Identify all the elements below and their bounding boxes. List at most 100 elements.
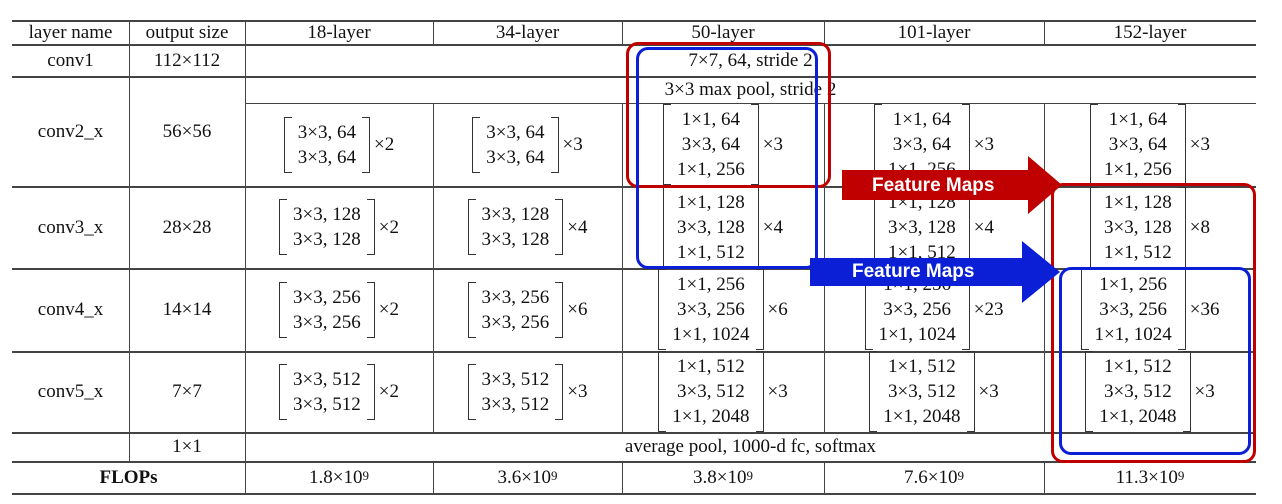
flops-value: 7.6 ×10 9 (824, 461, 1044, 493)
block-line: 1×1, 2048 (1099, 406, 1177, 427)
stage-size-conv2_x: 56×56 (129, 76, 245, 186)
blue-arrow-icon (810, 241, 1060, 303)
block-conv3_x-col2: 1×1, 128 3×3, 128 1×1, 512 ×4 (622, 186, 824, 268)
header-34-layer: 34-layer (433, 20, 622, 44)
block-line: 3×3, 128 (293, 204, 361, 225)
block-spec: 1×1, 512 3×3, 512 1×1, 2048 (666, 354, 755, 429)
stage-name-conv5_x-text: conv5_x (37, 381, 104, 402)
red-arrow-icon (842, 156, 1062, 214)
block-conv5_x-col0: 3×3, 512 3×3, 512 ×2 (245, 351, 433, 432)
col-rule (622, 20, 623, 44)
flops-value: 3.6 ×10 9 (433, 461, 622, 493)
col-rule (245, 20, 246, 493)
header-layer-name: layer name (12, 20, 129, 44)
block-repeat: ×23 (973, 299, 1004, 320)
flops-mantissa: 11.3 (1115, 466, 1149, 488)
block-repeat: ×3 (762, 134, 783, 155)
left-bracket (869, 351, 878, 432)
stage-name-conv4_x-text: conv4_x (37, 299, 104, 320)
block-conv5_x-col4: 1×1, 512 3×3, 512 1×1, 2048 ×3 (1044, 351, 1256, 432)
flops-label-text: FLOPs (99, 466, 158, 488)
block-repeat: ×3 (562, 134, 583, 155)
col-rule (129, 20, 130, 461)
stage-size-conv5_x-text: 7×7 (172, 381, 202, 402)
left-bracket (1085, 351, 1094, 432)
left-bracket (467, 281, 476, 338)
left-bracket (1090, 104, 1099, 185)
flops-value: 3.8 ×10 9 (622, 461, 824, 493)
stage-name-conv3_x: conv3_x (12, 186, 129, 268)
header-101-layer: 101-layer (824, 20, 1044, 44)
block-spec: 1×1, 256 3×3, 256 1×1, 1024 (666, 272, 755, 347)
block-repeat: ×2 (378, 299, 399, 320)
block-line: 3×3, 512 (888, 381, 956, 402)
block-line: 1×1, 1024 (672, 324, 750, 345)
header-output-size-text: output size (145, 21, 229, 43)
block-line: 1×1, 256 (677, 159, 745, 180)
stage-size-conv4_x-text: 14×14 (162, 299, 212, 320)
block-repeat: ×4 (973, 216, 994, 238)
block-conv4_x-col1: 3×3, 256 3×3, 256 ×6 (433, 268, 622, 351)
block-repeat: ×6 (767, 299, 788, 320)
block-repeat: ×3 (1194, 381, 1215, 402)
final-size: 1×1 (129, 432, 245, 461)
right-bracket (1182, 351, 1191, 432)
block-line: 3×3, 256 (1099, 299, 1167, 320)
col-rule (433, 461, 434, 493)
left-bracket (658, 269, 667, 350)
left-bracket (279, 281, 288, 338)
stage-size-conv3_x: 28×28 (129, 186, 245, 268)
block-line: 1×1, 512 (888, 356, 956, 377)
block-line: 3×3, 256 (883, 299, 951, 320)
stage-size-conv3_x-text: 28×28 (162, 216, 212, 238)
stage-name-conv2_x-text: conv2_x (37, 120, 104, 142)
block-line: 1×1, 128 (677, 191, 745, 213)
left-bracket (283, 116, 292, 173)
header-18-layer-text: 18-layer (307, 21, 371, 43)
right-bracket (555, 281, 564, 338)
stage-size-conv2_x-text: 56×56 (162, 120, 212, 142)
block-conv4_x-col0: 3×3, 256 3×3, 256 ×2 (245, 268, 433, 351)
maxpool-spec: 3×3 max pool, stride 2 (245, 76, 1256, 103)
block-conv2_x-col4: 1×1, 64 3×3, 64 1×1, 256 ×3 (1044, 103, 1256, 186)
block-line: 3×3, 512 (677, 381, 745, 402)
right-bracket (755, 351, 764, 432)
block-line: 3×3, 64 (297, 146, 356, 168)
block-line: 3×3, 256 (677, 299, 745, 320)
block-line: 3×3, 512 (481, 393, 550, 415)
right-bracket (555, 363, 564, 420)
left-bracket (279, 363, 288, 420)
header-50-layer: 50-layer (622, 20, 824, 44)
block-line: 3×3, 64 (486, 121, 545, 143)
block-spec: 1×1, 128 3×3, 128 1×1, 512 (1098, 190, 1178, 265)
block-conv2_x-col2: 1×1, 64 3×3, 64 1×1, 256 ×3 (622, 103, 824, 186)
block-line: 3×3, 128 (481, 229, 550, 250)
block-spec: 3×3, 128 3×3, 128 (287, 202, 367, 252)
pool-rule (245, 103, 1256, 104)
right-bracket (362, 116, 370, 173)
header-50-layer-text: 50-layer (691, 21, 755, 43)
flops-base: ×10 (1148, 466, 1178, 488)
block-spec: 3×3, 512 3×3, 512 (287, 367, 367, 417)
final-spec: average pool, 1000-d fc, softmax (245, 432, 1256, 461)
block-line: 1×1, 512 (1104, 356, 1172, 377)
block-line: 3×3, 512 (1104, 381, 1172, 402)
conv1-spec-text: 7×7, 64, stride 2 (688, 49, 813, 71)
blue-highlight-50-layer (636, 47, 818, 269)
row-rule (12, 432, 1256, 434)
block-spec: 1×1, 256 3×3, 256 1×1, 1024 (1089, 272, 1178, 347)
conv1-name: conv1 (12, 44, 129, 76)
right-bracket (1177, 104, 1186, 185)
block-line: 1×1, 128 (1104, 191, 1172, 213)
block-repeat: ×4 (762, 216, 783, 238)
block-conv5_x-col3: 1×1, 512 3×3, 512 1×1, 2048 ×3 (824, 351, 1044, 432)
col-rule (433, 20, 434, 44)
col-rule (622, 103, 623, 432)
header-layer-name-text: layer name (28, 21, 113, 43)
blue-highlight-152-layer (1059, 267, 1251, 455)
flops-base: ×10 (521, 466, 551, 488)
conv1-size: 112×112 (129, 44, 245, 76)
flops-mantissa: 7.6 (904, 466, 928, 488)
left-bracket (658, 351, 667, 432)
block-line: 3×3, 128 (888, 216, 956, 238)
